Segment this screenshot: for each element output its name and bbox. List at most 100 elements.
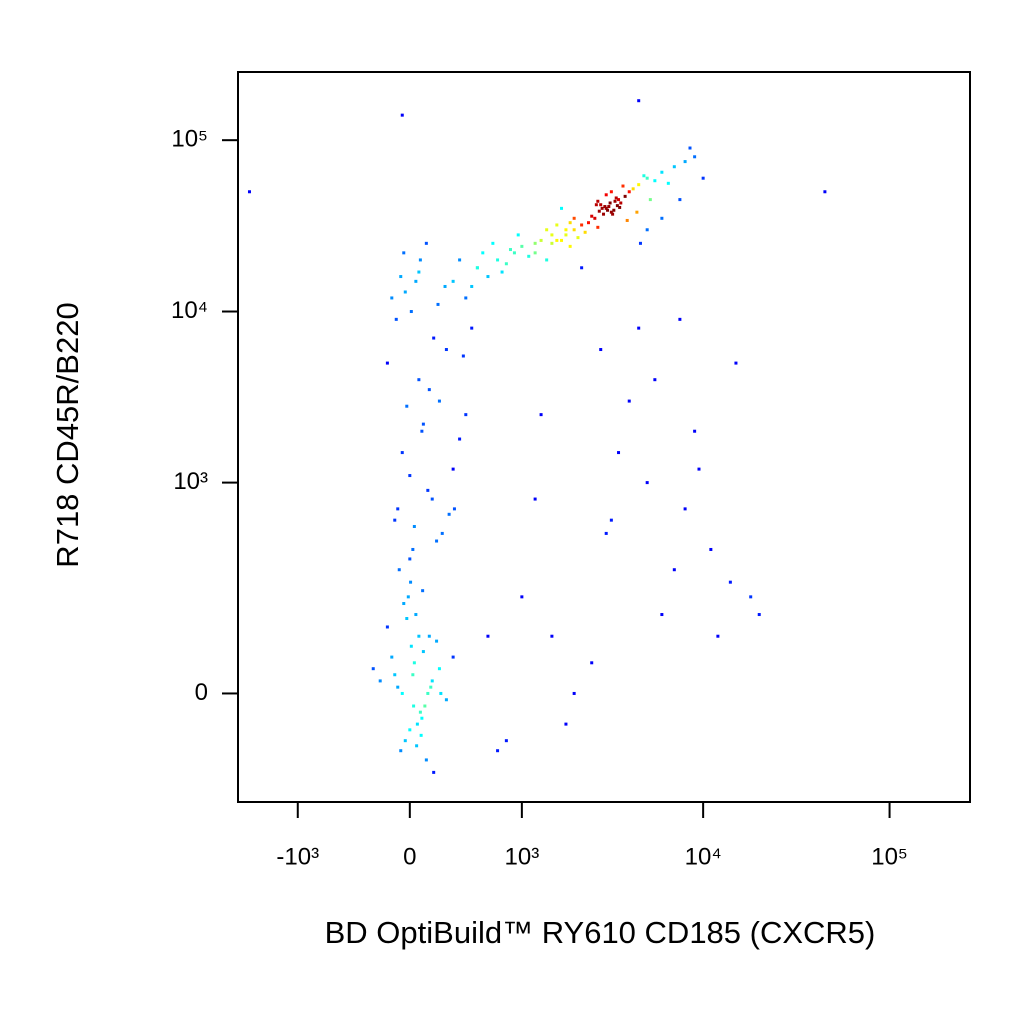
- event-dot: [609, 190, 613, 194]
- event-dot: [504, 739, 508, 743]
- event-dot: [533, 251, 537, 255]
- event-dot: [247, 190, 251, 194]
- event-dot: [423, 704, 427, 708]
- event-dot: [678, 317, 682, 321]
- event-dot: [728, 580, 732, 584]
- event-dot: [508, 248, 512, 252]
- y-tick-label: 10³: [173, 468, 208, 495]
- event-dot: [709, 547, 713, 551]
- event-dot: [550, 233, 554, 237]
- event-dot: [545, 258, 549, 262]
- event-dot: [583, 230, 587, 234]
- event-dot: [496, 749, 500, 753]
- event-dot: [637, 326, 641, 330]
- event-dot: [516, 233, 520, 237]
- event-dot: [635, 210, 639, 214]
- event-dot: [604, 193, 608, 197]
- event-dot: [394, 317, 398, 321]
- event-dot: [599, 348, 603, 352]
- event-dot: [693, 155, 697, 159]
- event-dot: [599, 203, 603, 207]
- y-axis-label: R718 CD45R/B220: [50, 302, 85, 567]
- event-dot: [409, 644, 413, 648]
- event-dot: [451, 655, 455, 659]
- event-dot: [414, 279, 418, 283]
- event-dot: [683, 507, 687, 511]
- event-dot: [415, 744, 419, 748]
- x-axis-label: BD OptiBuild™ RY610 CD185 (CXCR5): [325, 915, 876, 950]
- event-dot: [421, 650, 425, 654]
- event-dot: [716, 634, 720, 638]
- event-dot: [637, 99, 641, 103]
- event-dot: [405, 404, 409, 408]
- event-dot: [590, 661, 594, 665]
- event-dot: [615, 204, 619, 208]
- event-dot: [447, 512, 451, 516]
- event-dot: [555, 223, 559, 227]
- event-dot: [564, 722, 568, 726]
- event-dot: [417, 270, 421, 274]
- event-dot: [520, 244, 524, 248]
- event-dot: [402, 251, 406, 255]
- event-dot: [424, 241, 428, 245]
- event-dot: [627, 399, 631, 403]
- event-dot: [586, 221, 590, 225]
- event-dot: [444, 698, 448, 702]
- event-dot: [550, 241, 554, 245]
- event-dot: [648, 198, 652, 202]
- event-dot: [464, 413, 468, 417]
- event-dot: [590, 214, 594, 218]
- event-dot: [400, 113, 404, 117]
- event-dot: [378, 679, 382, 683]
- event-dot: [613, 199, 617, 203]
- event-dot: [491, 241, 495, 245]
- event-dot: [464, 296, 468, 300]
- event-dot: [527, 254, 531, 258]
- event-dot: [666, 181, 670, 185]
- event-dot: [533, 497, 537, 501]
- event-dot: [429, 685, 433, 689]
- event-dot: [390, 655, 394, 659]
- event-dot: [419, 733, 423, 737]
- event-dot: [424, 758, 428, 762]
- event-dot: [403, 290, 407, 294]
- event-dot: [560, 238, 564, 242]
- event-dot: [500, 270, 504, 274]
- event-dot: [660, 613, 664, 617]
- event-dot: [545, 228, 549, 232]
- event-dot: [399, 749, 403, 753]
- event-dot: [617, 198, 621, 202]
- event-dot: [594, 203, 598, 207]
- event-dot: [430, 497, 434, 501]
- event-dot: [411, 673, 415, 677]
- event-dot: [576, 236, 580, 240]
- x-tick-label: 10⁵: [871, 843, 908, 870]
- event-dot: [412, 661, 416, 665]
- event-dot: [451, 467, 455, 471]
- event-dot: [609, 518, 613, 522]
- event-dot: [604, 531, 608, 535]
- event-dot: [470, 326, 474, 330]
- event-dot: [623, 194, 627, 198]
- event-dot: [619, 201, 623, 205]
- event-dot: [631, 187, 635, 191]
- event-dot: [504, 262, 508, 266]
- event-dot: [397, 568, 401, 572]
- event-dot: [678, 198, 682, 202]
- event-dot: [393, 673, 397, 677]
- event-dot: [405, 617, 409, 621]
- event-dot: [437, 399, 441, 403]
- event-dot: [390, 296, 394, 300]
- event-dot: [823, 190, 827, 194]
- event-dot: [693, 429, 697, 433]
- event-dot: [539, 413, 543, 417]
- event-dot: [435, 639, 439, 643]
- x-tick-label: 10³: [505, 843, 540, 870]
- event-dot: [572, 691, 576, 695]
- event-dot: [621, 184, 625, 188]
- event-dot: [486, 275, 490, 279]
- event-dot: [555, 238, 559, 242]
- event-dot: [683, 160, 687, 164]
- event-dot: [734, 361, 738, 365]
- event-dot: [609, 210, 613, 214]
